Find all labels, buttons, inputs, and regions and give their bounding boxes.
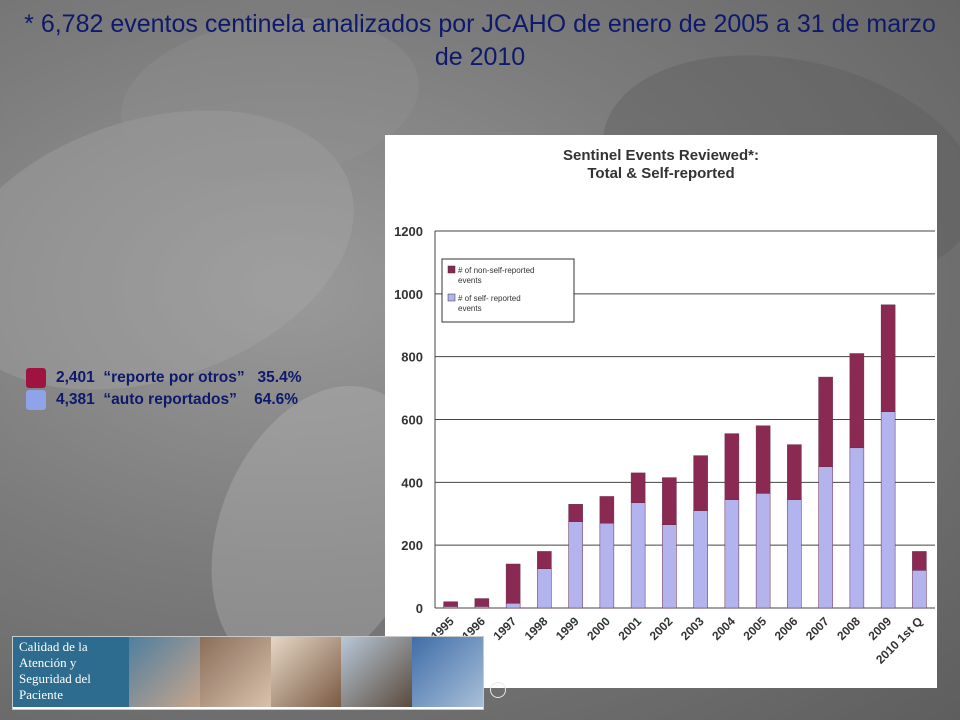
bar-non-self-reported (724, 433, 740, 500)
bar-non-self-reported (505, 563, 521, 604)
summary-legend-text: 2,401 “reporte por otros” 35.4% (56, 369, 302, 386)
x-tick-label: 1999 (553, 614, 582, 643)
x-tick-label: 2000 (584, 614, 613, 643)
bar-non-self-reported (568, 504, 583, 522)
bar-self-reported (755, 493, 771, 609)
summary-legend-text: 4,381 “auto reportados” 64.6% (56, 391, 299, 408)
bar-non-self-reported (537, 551, 552, 569)
program-logo: Calidad de la Atención y Seguridad del P… (13, 637, 129, 707)
bar-non-self-reported (599, 496, 615, 524)
x-tick-label: 2006 (772, 614, 801, 643)
summary-legend: 2,401 “reporte por otros” 35.4% 4,381 “a… (26, 367, 302, 411)
y-tick-label: 800 (401, 350, 423, 365)
x-tick-label: 2003 (678, 614, 707, 643)
legend-label: # of self- reported (458, 294, 521, 303)
chart-title-line2: Total & Self-reported (587, 165, 735, 182)
chart-title-line1: Sentinel Events Reviewed*: (563, 147, 759, 164)
legend-swatch (26, 390, 46, 410)
photo-image (129, 637, 200, 707)
bar-self-reported (568, 521, 583, 609)
bar-non-self-reported (693, 455, 708, 511)
x-tick-label: 2007 (803, 614, 832, 643)
y-tick-label: 0 (416, 601, 423, 616)
bar-self-reported (818, 466, 833, 609)
slide-title: * 6,782 eventos centinela analizados por… (24, 10, 936, 71)
summary-legend-item-others: 2,401 “reporte por otros” 35.4% (26, 367, 302, 389)
photo-strip (129, 637, 483, 709)
y-tick-label: 200 (401, 538, 423, 553)
x-tick-label: 2004 (709, 614, 738, 643)
bar-non-self-reported (755, 425, 771, 494)
legend-label-line2: events (458, 276, 482, 285)
bar-non-self-reported (849, 353, 865, 449)
chart-panel: Sentinel Events Reviewed*: Total & Self-… (385, 135, 937, 688)
legend-label-line2: events (458, 304, 482, 313)
chart-title: Sentinel Events Reviewed*: Total & Self-… (385, 147, 937, 183)
legend-swatch (447, 265, 456, 274)
bar-non-self-reported (662, 477, 677, 525)
bar-self-reported (724, 499, 740, 609)
x-tick-label: 2001 (615, 614, 644, 643)
bar-non-self-reported (630, 472, 646, 504)
bar-self-reported (912, 570, 927, 609)
logo-line: Calidad de la (19, 639, 88, 654)
photo-image (199, 637, 271, 707)
x-tick-label: 2005 (740, 614, 769, 643)
bar-self-reported (787, 499, 802, 609)
photo-image (412, 637, 483, 707)
x-tick-label: 2008 (834, 614, 863, 643)
photo-image (341, 637, 413, 707)
x-tick-label: 2002 (647, 614, 676, 643)
bar-self-reported (630, 502, 646, 609)
bar-non-self-reported (443, 601, 458, 607)
chart-legend (441, 258, 575, 323)
y-tick-label: 1200 (394, 224, 423, 239)
bar-non-self-reported (474, 598, 490, 607)
photo-image (270, 637, 342, 707)
bar-self-reported (537, 568, 552, 609)
bar-non-self-reported (880, 304, 896, 412)
summary-legend-item-self: 4,381 “auto reportados” 64.6% (26, 389, 302, 411)
logo-line: Atención y (19, 655, 77, 670)
x-tick-label: 1998 (522, 614, 551, 643)
y-tick-label: 600 (401, 413, 423, 428)
bar-self-reported (505, 603, 521, 609)
footer-banner: Calidad de la Atención y Seguridad del P… (12, 636, 484, 710)
bar-self-reported (880, 411, 896, 609)
logo-line: Paciente (19, 687, 64, 702)
bar-self-reported (849, 447, 865, 609)
bar-non-self-reported (912, 551, 927, 571)
bar-non-self-reported (787, 444, 802, 500)
legend-swatch (447, 293, 456, 302)
x-tick-label: 1997 (490, 614, 519, 643)
bar-self-reported (693, 510, 708, 609)
bar-non-self-reported (818, 376, 833, 467)
logo-line: Seguridad del (19, 671, 91, 686)
legend-swatch (26, 368, 46, 388)
y-tick-label: 1000 (394, 287, 423, 302)
legend-label: # of non-self-reported (458, 266, 535, 275)
bar-self-reported (599, 522, 615, 609)
bar-self-reported (662, 524, 677, 609)
y-tick-label: 400 (401, 475, 423, 490)
globe-icon (490, 682, 506, 698)
